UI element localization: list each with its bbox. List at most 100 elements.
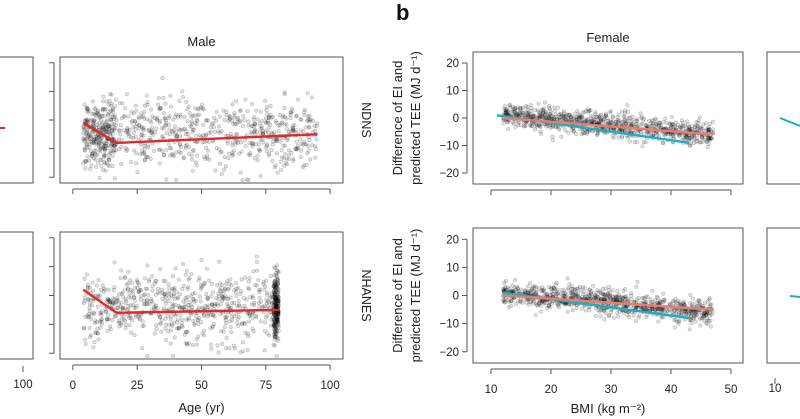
scatter-point (273, 282, 278, 287)
scatter-point (558, 115, 563, 120)
scatter-point (543, 112, 548, 117)
scatter-point (102, 148, 107, 153)
scatter-point (227, 116, 232, 121)
scatter-point (85, 138, 90, 143)
scatter-point (613, 119, 618, 124)
scatter-point (163, 316, 168, 321)
scatter-point (550, 134, 555, 139)
scatter-point (100, 107, 105, 112)
scatter-point (244, 177, 249, 182)
scatter-point (154, 117, 159, 122)
scatter-point (225, 287, 230, 292)
scatter-point (687, 127, 692, 132)
scatter-point (192, 321, 197, 326)
scatter-point (250, 296, 255, 301)
scatter-point (164, 177, 169, 182)
strip-label: NHANES (359, 269, 373, 321)
scatter-point (101, 155, 106, 160)
scatter-point (184, 142, 189, 147)
scatter-point (272, 334, 277, 339)
scatter-point (272, 290, 277, 295)
x-tick-label: 50 (195, 380, 208, 392)
scatter-point (597, 113, 602, 118)
scatter-point (202, 140, 207, 145)
scatter-point (505, 119, 510, 124)
scatter-point (207, 131, 212, 136)
scatter-point (616, 118, 621, 123)
scatter-point (107, 157, 112, 162)
scatter-point (263, 320, 268, 325)
scatter-point (641, 296, 646, 301)
scatter-point (102, 161, 107, 166)
scatter-point (186, 151, 191, 156)
scatter-point (92, 311, 97, 316)
scatter-point (690, 134, 695, 139)
scatter-point (209, 342, 214, 347)
scatter-point (95, 293, 100, 298)
plot-frame (472, 51, 744, 185)
scatter-point (307, 119, 312, 124)
scatter-point (273, 326, 278, 331)
scatter-point (181, 283, 186, 288)
scatter-point (288, 110, 293, 115)
scatter-point (627, 116, 632, 121)
scatter-point (278, 159, 283, 164)
scatter-point (276, 296, 281, 301)
scatter-point (513, 106, 518, 111)
scatter-point (258, 173, 263, 178)
scatter-point (539, 131, 544, 136)
scatter-point (152, 148, 157, 153)
scatter-point (583, 118, 588, 123)
scatter-point (273, 299, 278, 304)
scatter-point (216, 147, 221, 152)
scatter-point (157, 290, 162, 295)
scatter-point (212, 115, 217, 120)
scatter-point (120, 305, 125, 310)
scatter-point (199, 258, 204, 263)
scatter-point (106, 157, 111, 162)
scatter-point (676, 122, 681, 127)
plot-frame (59, 231, 344, 360)
scatter-point (241, 114, 246, 119)
scatter-point (252, 300, 257, 305)
scatter-point (603, 111, 608, 116)
scatter-point (109, 141, 114, 146)
scatter-point (167, 291, 172, 296)
scatter-point (274, 139, 279, 144)
scatter-point (238, 140, 243, 145)
scatter-point (573, 295, 578, 300)
scatter-point (217, 114, 222, 119)
scatter-point (698, 140, 703, 145)
scatter-point (157, 321, 162, 326)
scatter-point (222, 155, 227, 160)
scatter-point (110, 122, 115, 127)
scatter-point (276, 315, 281, 320)
scatter-point (145, 154, 150, 159)
scatter-point (132, 305, 137, 310)
scatter-point (106, 129, 111, 134)
scatter-point (240, 322, 245, 327)
scatter-point (90, 111, 95, 116)
scatter-point (85, 119, 90, 124)
scatter-point (529, 106, 534, 111)
scatter-point (275, 300, 280, 305)
scatter-point (92, 135, 97, 140)
scatter-point (113, 97, 118, 102)
scatter-point (229, 314, 234, 319)
scatter-point (90, 141, 95, 146)
scatter-point (169, 146, 174, 151)
scatter-point (111, 142, 116, 147)
scatter-point (680, 135, 685, 140)
scatter-point (595, 294, 600, 299)
scatter-point (707, 125, 712, 130)
scatter-point (98, 113, 103, 118)
scatter-point (93, 107, 98, 112)
scatter-point (276, 312, 281, 317)
scatter-point (191, 319, 196, 324)
scatter-point (593, 110, 598, 115)
scatter-point (84, 130, 89, 135)
scatter-point (92, 148, 97, 153)
scatter-point (89, 163, 94, 168)
scatter-point (126, 286, 131, 291)
scatter-point (286, 156, 291, 161)
